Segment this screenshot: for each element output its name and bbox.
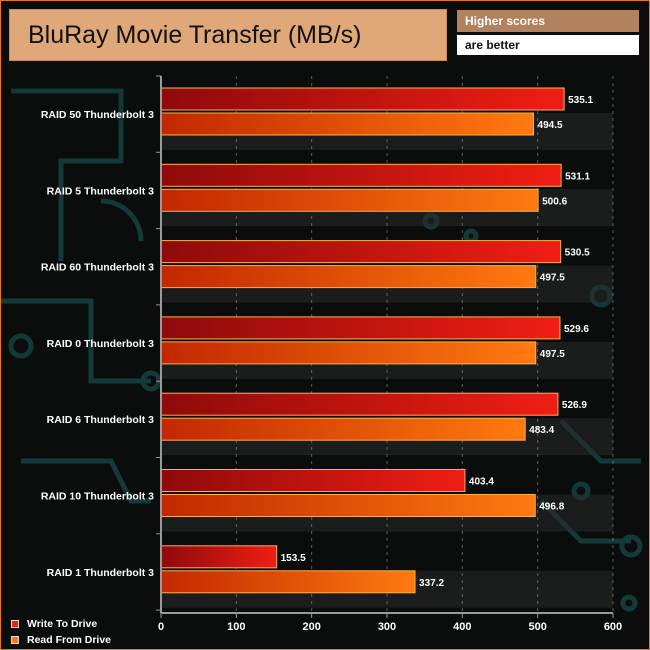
value-label-write: 531.1: [565, 171, 590, 182]
bar-read: [160, 341, 537, 365]
bar-write: [160, 240, 562, 264]
value-label-write: 526.9: [562, 400, 587, 411]
bar-read: [160, 112, 535, 136]
note-higher-scores: Higher scores: [457, 10, 639, 32]
category-label: RAID 5 Thunderbolt 3: [47, 185, 154, 197]
chart-title: BluRay Movie Transfer (MB/s): [28, 21, 362, 49]
value-label-read: 497.5: [540, 273, 565, 284]
title-box: BluRay Movie Transfer (MB/s): [9, 9, 447, 61]
value-label-write: 535.1: [568, 95, 593, 106]
x-tick-label: 500: [528, 621, 546, 633]
x-tick-label: 0: [158, 621, 164, 633]
category-label: RAID 10 Thunderbolt 3: [41, 491, 154, 503]
value-label-write: 403.4: [469, 477, 494, 488]
value-label-write: 530.5: [565, 248, 590, 259]
category-label: RAID 6 Thunderbolt 3: [47, 414, 154, 426]
legend: Write To Drive Read From Drive: [11, 617, 111, 649]
bar-write: [160, 469, 466, 492]
x-tick-label: 600: [604, 621, 622, 633]
bar-write: [160, 316, 561, 340]
value-labels: 535.1 494.5 531.1 500.6 530.5 497.5 529.6 497.5…: [281, 95, 594, 589]
x-tick-label: 300: [378, 621, 396, 633]
value-label-read: 483.4: [529, 425, 554, 436]
bar-write: [160, 545, 278, 569]
bar-read: [160, 417, 526, 441]
category-label: RAID 60 Thunderbolt 3: [41, 262, 154, 274]
bars: [160, 87, 565, 594]
legend-item-write: Write To Drive: [11, 617, 111, 631]
value-label-read: 337.2: [419, 578, 444, 589]
bar-read: [160, 494, 536, 517]
legend-label-read: Read From Drive: [27, 634, 112, 646]
value-label-write: 153.5: [281, 553, 306, 564]
bar-write: [160, 163, 562, 187]
x-tick-label: 400: [453, 621, 471, 633]
legend-label-write: Write To Drive: [27, 618, 98, 630]
category-label: RAID 0 Thunderbolt 3: [47, 338, 154, 350]
axes: [156, 75, 614, 618]
value-label-read: 494.5: [538, 120, 563, 131]
value-label-read: 496.8: [539, 502, 564, 513]
category-labels: RAID 50 Thunderbolt 3 RAID 5 Thunderbolt …: [41, 109, 154, 579]
legend-swatch-read: [11, 636, 19, 644]
bar-write: [160, 87, 565, 111]
category-label: RAID 50 Thunderbolt 3: [41, 109, 154, 121]
value-label-read: 497.5: [540, 349, 565, 360]
note-are-better: are better: [457, 35, 639, 55]
bar-read: [160, 265, 537, 289]
category-label: RAID 1 Thunderbolt 3: [47, 567, 154, 579]
x-tick-label: 100: [227, 621, 245, 633]
bar-read: [160, 570, 416, 594]
value-label-write: 529.6: [564, 324, 589, 335]
bar-read: [160, 188, 539, 212]
value-label-read: 500.6: [542, 196, 567, 207]
tick-labels: 0 100 200 300 400 500 600: [158, 621, 622, 633]
bar-write: [160, 392, 559, 416]
legend-item-read: Read From Drive: [11, 633, 111, 647]
x-tick-label: 200: [302, 621, 320, 633]
legend-swatch-write: [11, 620, 19, 628]
